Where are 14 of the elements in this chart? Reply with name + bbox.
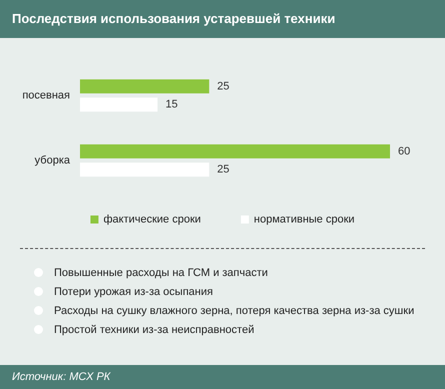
data-label: 25 bbox=[217, 80, 230, 92]
data-label: 25 bbox=[217, 164, 230, 176]
y-tick-label: уборка bbox=[34, 154, 71, 166]
y-tick-label: посевная bbox=[22, 90, 70, 102]
chart-title: Последствия использования устаревшей техники bbox=[0, 0, 445, 38]
text: Потери урожая из-за осыпания bbox=[54, 286, 213, 298]
legend-label: нормативные сроки bbox=[254, 214, 355, 226]
text: Простой техники из-за неисправностей bbox=[54, 324, 254, 336]
text: Повышенные расходы на ГСМ и запчасти bbox=[54, 266, 268, 278]
data-label: 60 bbox=[398, 145, 410, 158]
data-label: 15 bbox=[166, 98, 178, 111]
text: Расходы на сушку влажного зерна, потеря качества зерна из-за сушки bbox=[54, 304, 414, 316]
legend-label: фактические сроки bbox=[103, 214, 201, 226]
text: Источник: МСХ РК bbox=[0, 365, 445, 389]
